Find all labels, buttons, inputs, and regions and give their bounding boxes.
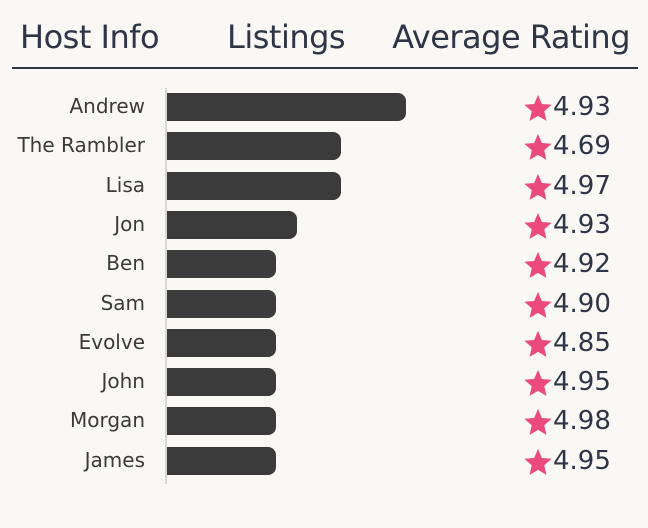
listings-bar — [167, 171, 341, 200]
listings-bar — [167, 210, 297, 239]
star-icon — [523, 364, 553, 400]
average-rating: 4.98 — [523, 403, 611, 439]
rating-value: 4.93 — [553, 209, 611, 240]
average-rating: 4.69 — [523, 128, 611, 164]
listings-bar — [167, 407, 276, 436]
average-rating: 4.92 — [523, 246, 611, 282]
host-name-label: Andrew — [69, 94, 146, 118]
host-info-header: Host Info — [20, 18, 160, 56]
star-icon — [523, 168, 553, 204]
host-name-label: John — [101, 369, 146, 394]
table-header: Host Info Listings Average Rating — [0, 0, 648, 70]
host-name-label: Morgan — [70, 408, 145, 433]
listings-bar — [167, 93, 406, 121]
rating-value: 4.90 — [553, 288, 611, 319]
host-name-label: James — [84, 447, 145, 472]
host-row: John 4.95 — [0, 366, 648, 405]
rating-value: 4.69 — [553, 131, 611, 162]
average-rating: 4.95 — [523, 443, 611, 479]
host-row: Morgan 4.98 — [0, 405, 648, 444]
host-name-label: Sam — [100, 290, 145, 315]
host-name-label: The Rambler — [17, 133, 145, 158]
star-icon — [523, 89, 553, 125]
host-row: Evolve 4.85 — [0, 327, 648, 366]
host-row: James 4.95 — [0, 445, 648, 484]
rating-value: 4.98 — [553, 406, 611, 437]
star-icon — [523, 325, 553, 361]
header-divider — [12, 67, 638, 69]
host-row: The Rambler 4.69 — [0, 130, 648, 169]
average-rating: 4.97 — [523, 168, 611, 204]
host-row: Ben 4.92 — [0, 248, 648, 287]
star-icon — [523, 246, 553, 282]
listings-bar — [167, 289, 276, 318]
rating-value: 4.92 — [553, 249, 611, 280]
average-rating: 4.93 — [523, 89, 611, 125]
rating-value: 4.85 — [553, 327, 611, 358]
rating-value: 4.95 — [553, 367, 611, 398]
star-icon — [523, 286, 553, 322]
star-icon — [523, 403, 553, 439]
listings-header: Listings — [227, 18, 346, 56]
rating-value: 4.93 — [553, 92, 611, 122]
star-icon — [523, 443, 553, 479]
listings-bar — [167, 328, 276, 357]
host-row: Andrew 4.93 — [0, 91, 648, 130]
average-rating: 4.95 — [523, 364, 611, 400]
star-icon — [523, 207, 553, 243]
host-row: Sam 4.90 — [0, 288, 648, 327]
average-rating: 4.93 — [523, 207, 611, 243]
host-name-label: Evolve — [78, 329, 145, 354]
host-name-label: Ben — [106, 251, 145, 276]
host-name-label: Jon — [114, 211, 145, 236]
host-row: Lisa 4.97 — [0, 170, 648, 209]
listings-bar — [167, 446, 276, 475]
host-name-label: Lisa — [105, 172, 145, 197]
listings-bar — [167, 250, 276, 279]
average-rating: 4.85 — [523, 325, 611, 361]
average-rating-header: Average Rating — [392, 18, 630, 56]
rating-value: 4.95 — [553, 445, 611, 476]
host-row: Jon 4.93 — [0, 209, 648, 248]
listings-bar — [167, 368, 276, 397]
star-icon — [523, 128, 553, 164]
rating-value: 4.97 — [553, 170, 611, 201]
average-rating: 4.90 — [523, 286, 611, 322]
bar-axis-line — [165, 88, 167, 484]
listings-bar — [167, 132, 341, 161]
